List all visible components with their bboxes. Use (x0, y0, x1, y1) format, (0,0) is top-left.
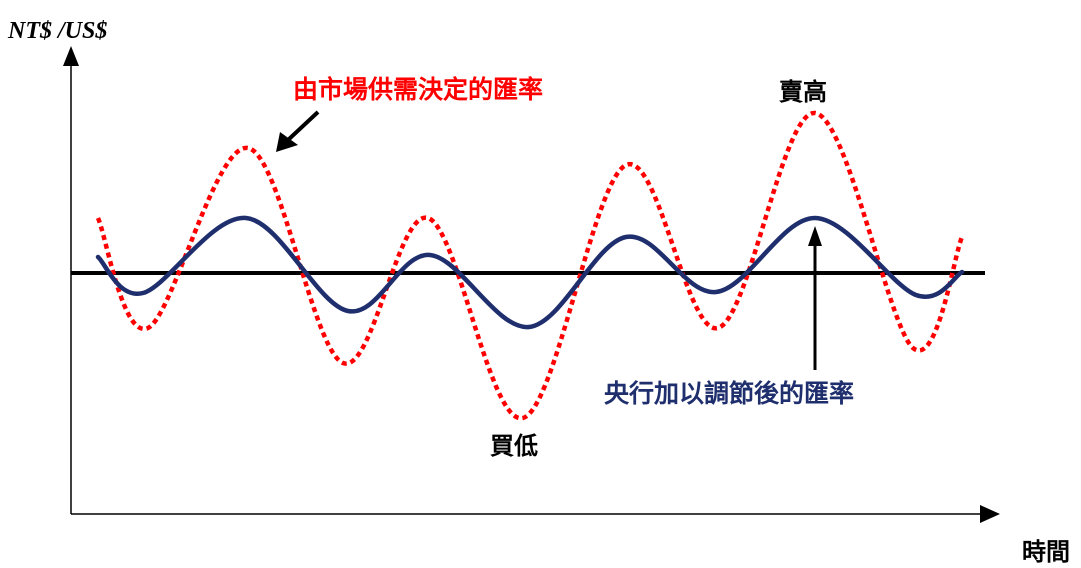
managed-label-pointer (808, 226, 822, 370)
y-axis-arrowhead (63, 46, 79, 66)
y-axis-label: NT$ /US$ (7, 18, 107, 44)
managed-rate-curve (95, 215, 965, 330)
x-axis-label: 時間 (1022, 537, 1070, 566)
market-rate-curve (95, 110, 965, 421)
buy-low-label: 買低 (490, 431, 538, 460)
x-axis-arrowhead (980, 505, 1000, 523)
market-label-pointer (276, 110, 320, 152)
market-rate-label: 由市場供需決定的匯率 (293, 75, 543, 104)
sell-high-label: 賣高 (779, 77, 827, 106)
pointer-arrowhead (276, 132, 298, 152)
axes (63, 46, 1000, 523)
managed-rate-label: 央行加以調節後的匯率 (604, 379, 854, 408)
pointer-arrowhead (808, 226, 822, 246)
